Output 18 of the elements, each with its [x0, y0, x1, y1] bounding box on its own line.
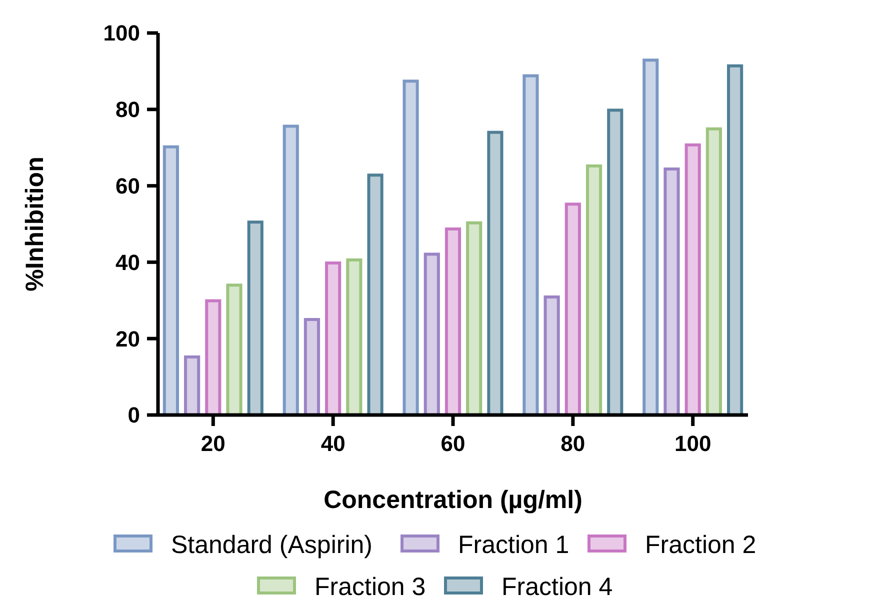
y-axis-title: %Inhibition: [21, 156, 49, 292]
y-tick-label: 80: [116, 97, 140, 122]
x-tick-label: 100: [674, 431, 712, 456]
y-tick-label: 60: [116, 174, 140, 198]
legend-label: Fraction 3: [314, 572, 426, 601]
x-tick-label: 60: [440, 431, 466, 456]
x-axis-title: Concentration (µg/ml): [324, 486, 582, 514]
y-tick-label: 40: [116, 250, 140, 275]
x-tick-label: 20: [200, 431, 226, 456]
x-tick-label: 40: [320, 431, 346, 456]
legend-label: Fraction 4: [502, 572, 613, 601]
legend-label: Fraction 1: [458, 530, 570, 559]
y-tick-label: 20: [116, 326, 140, 352]
legend-label: Fraction 2: [645, 530, 756, 559]
legend-label: Standard (Aspirin): [171, 530, 372, 559]
y-tick-label: 0: [128, 402, 140, 428]
x-tick-label: 80: [560, 431, 586, 456]
y-tick-label: 100: [103, 20, 140, 46]
